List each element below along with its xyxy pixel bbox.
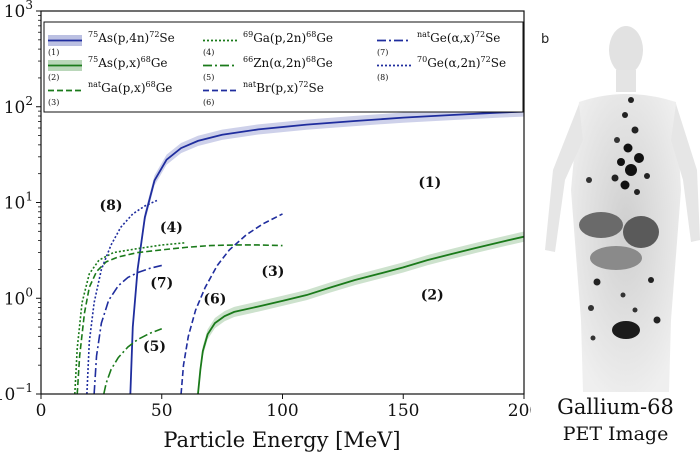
series-1-line: [129, 110, 524, 394]
legend-entry-1: (1) 75As(p,4n)72Se: [48, 30, 175, 57]
legend-entry-label: natBr(p,x)72Se: [243, 80, 324, 95]
legend-entry-label: 75As(p,x)68Ge: [88, 55, 168, 70]
legend-entry-label: 69Ga(p,2n)68Ge: [243, 30, 333, 45]
legend-box: [43, 21, 524, 113]
x-axis: 0 50 100 150 200: [36, 394, 540, 421]
x-axis-title: Particle Energy [MeV]: [163, 428, 400, 452]
series-2-line: [197, 235, 524, 394]
curves: [74, 110, 524, 394]
curve-label-5: (5): [143, 339, 166, 355]
series-2-band: [197, 231, 524, 394]
curve-label-4: (4): [160, 220, 183, 236]
series-5-line: [103, 328, 163, 394]
legend-entry-number: (8): [377, 73, 388, 82]
pet-scan-image: [531, 20, 700, 392]
y-axis: 10−1 100 101 102 103: [0, 0, 41, 405]
legend-entry-number: (3): [48, 98, 59, 107]
series-6-line: [180, 213, 283, 394]
pet-caption-title: Gallium-68: [557, 395, 674, 419]
legend-entry-label: natGa(p,x)68Ge: [88, 80, 172, 95]
curve-label-6: (6): [203, 292, 226, 308]
x-tick-label: 150: [387, 401, 419, 421]
legend-entry-number: (6): [203, 98, 214, 107]
curve-labels: (1) (2) (3) (4) (5) (6) (7) (8): [100, 175, 444, 355]
series-8-line: [86, 199, 158, 394]
uncertainty-bands: [130, 106, 524, 394]
curve-label-7: (7): [150, 275, 173, 291]
legend-entry-number: (7): [377, 48, 388, 57]
panel-letter: b: [541, 32, 550, 47]
curve-label-3: (3): [261, 264, 284, 280]
pet-image-panel: b Gallium-68 PET Image: [531, 20, 700, 465]
legend-entry-number: (5): [203, 73, 214, 82]
legend-entry-label: 75As(p,4n)72Se: [88, 30, 175, 45]
x-tick-label: 100: [266, 401, 298, 421]
x-tick-label: 0: [36, 401, 47, 421]
legend-entry-label: 70Ge(α,2n)72Se: [417, 55, 506, 70]
legend-entry-label: 66Zn(α,2n)68Ge: [243, 55, 333, 70]
curve-label-2: (2): [421, 288, 444, 304]
series-3-line: [76, 244, 283, 394]
y-tick-label: 10−1: [0, 381, 33, 405]
legend-entry-number: (4): [203, 48, 214, 57]
x-tick-label: 50: [151, 401, 173, 421]
curve-label-1: (1): [418, 175, 441, 191]
y-tick-label: 101: [4, 190, 33, 214]
y-tick-label: 100: [4, 285, 33, 309]
legend: (1) 75As(p,4n)72Se (4) 69Ga(p,2n)68Ge (7) nat…: [43, 21, 524, 113]
legend-entry-3: (3) natGa(p,x)68Ge: [48, 80, 172, 107]
y-tick-label: 103: [4, 0, 33, 22]
legend-entry-6: (6) natBr(p,x)72Se: [203, 80, 324, 107]
y-tick-label: 102: [4, 94, 33, 118]
legend-entry-4: (4) 69Ga(p,2n)68Ge: [203, 30, 333, 57]
legend-entry-7: (7) natGe(α,x)72Se: [377, 30, 500, 57]
legend-entry-number: (2): [48, 73, 59, 82]
curve-label-8: (8): [100, 198, 123, 214]
pet-caption-subtitle: PET Image: [562, 423, 669, 445]
legend-entry-2: (2) 75As(p,x)68Ge: [48, 55, 168, 82]
legend-entry-number: (1): [48, 48, 59, 57]
legend-entry-label: natGe(α,x)72Se: [417, 30, 500, 45]
legend-entry-5: (5) 66Zn(α,2n)68Ge: [203, 55, 333, 82]
legend-entry-8: (8) 70Ge(α,2n)72Se: [377, 55, 506, 82]
series-4-line: [74, 241, 186, 394]
series-7-line: [93, 264, 162, 394]
